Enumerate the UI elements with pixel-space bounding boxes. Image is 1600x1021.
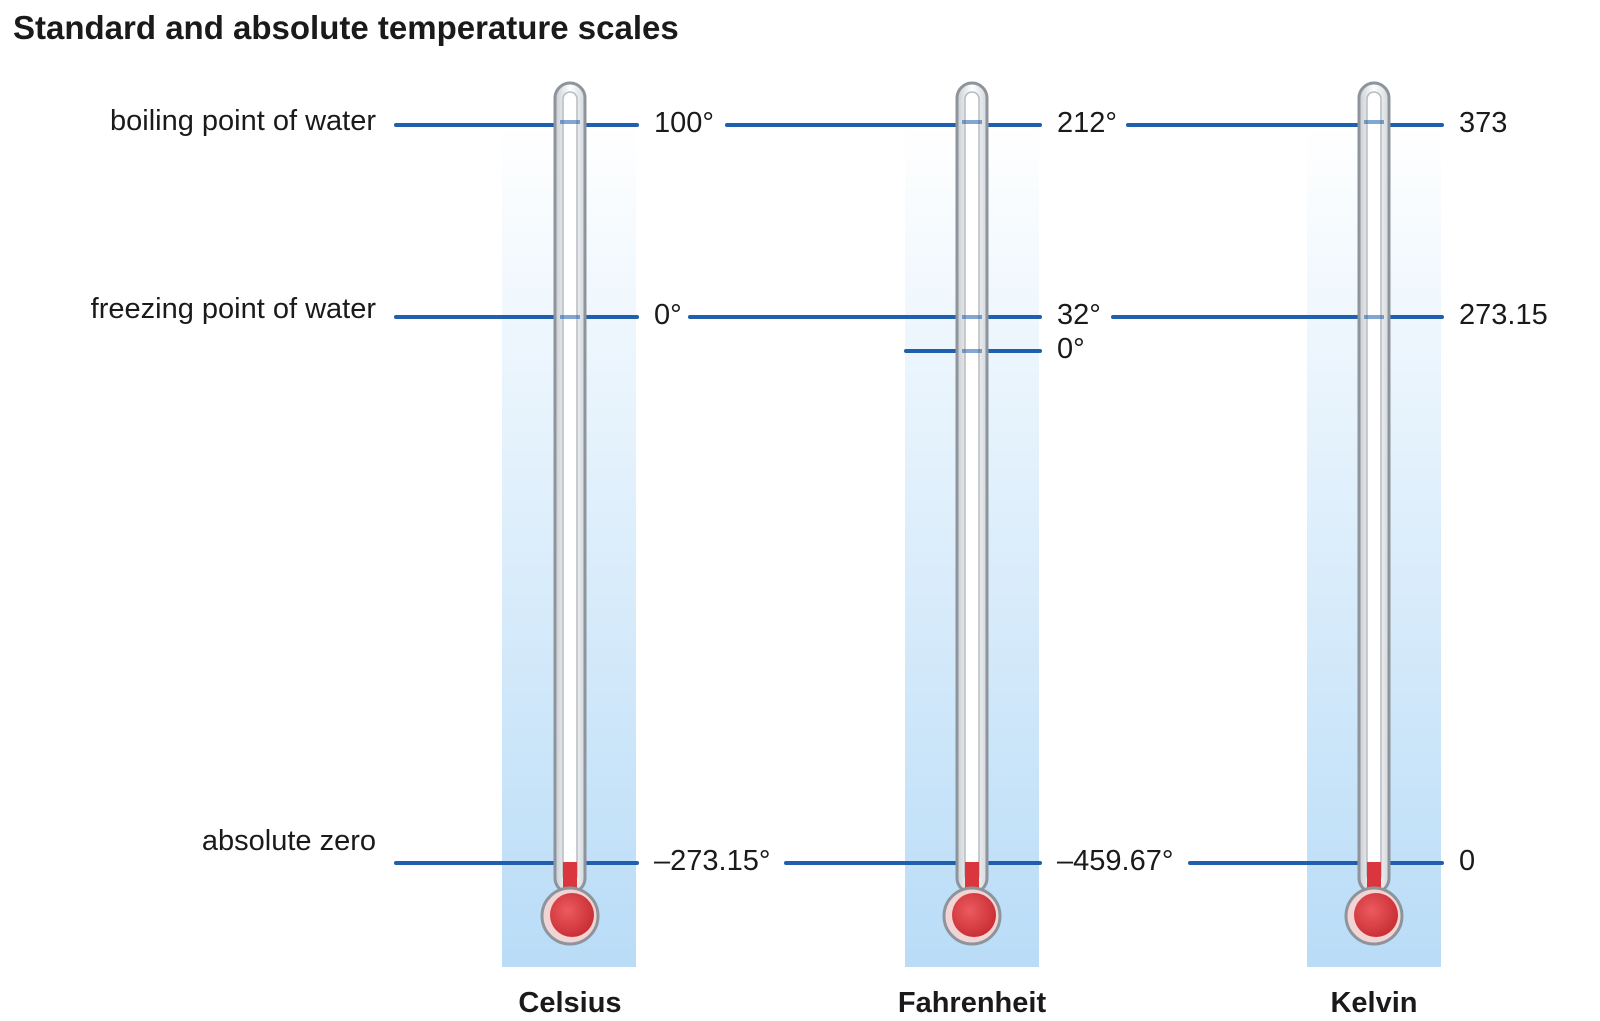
fahrenheit-absolute-zero-value: –459.67° — [1057, 845, 1173, 877]
kelvin-freezing-value: 273.15 — [1459, 299, 1548, 331]
kelvin-boiling-value: 373 — [1459, 107, 1507, 139]
diagram-title: Standard and absolute temperature scales — [13, 9, 679, 46]
fahrenheit-freezing-value: 32° — [1057, 299, 1101, 331]
kelvin-absolute-zero-value: 0 — [1459, 845, 1475, 877]
fahrenheit-boiling-value: 212° — [1057, 107, 1117, 139]
kelvin-scale-name: Kelvin — [1330, 987, 1417, 1019]
row-label-absolute-zero: absolute zero — [202, 825, 376, 857]
fahrenheit-zero-value: 0° — [1057, 333, 1085, 365]
celsius-boiling-value: 100° — [654, 107, 714, 139]
row-label-freezing: freezing point of water — [91, 293, 377, 325]
row-label-boiling: boiling point of water — [110, 105, 376, 137]
celsius-absolute-zero-value: –273.15° — [654, 845, 770, 877]
celsius-scale-name: Celsius — [518, 987, 621, 1019]
fahrenheit-scale-name: Fahrenheit — [898, 987, 1047, 1019]
celsius-freezing-value: 0° — [654, 299, 682, 331]
